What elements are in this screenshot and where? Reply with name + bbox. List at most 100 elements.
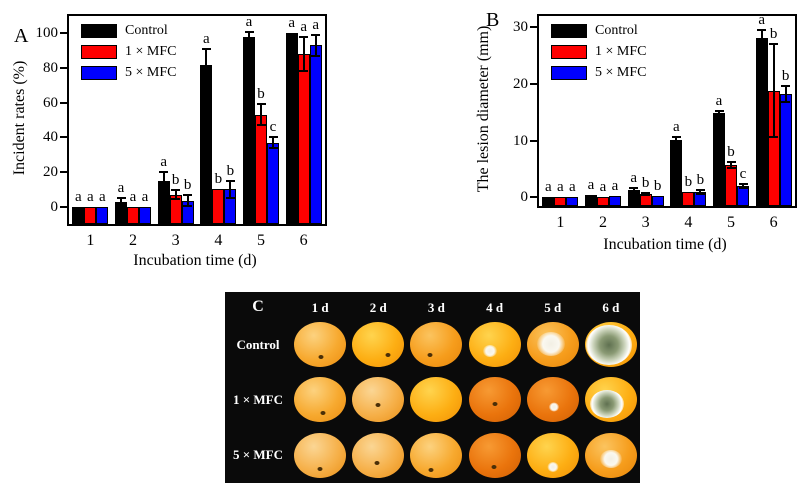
- orange-photo-1-mfc-day-4: [468, 377, 521, 423]
- column-header-1-d: 1 d: [311, 300, 329, 315]
- error-bar-cap: [268, 136, 278, 139]
- mold-spot: [585, 324, 632, 365]
- legend: Control 1 × MFC 5 × MFC: [551, 24, 646, 80]
- row-label-control: Control: [236, 336, 280, 352]
- error-bar-cap: [641, 193, 651, 196]
- orange-photo-control-day-5: [526, 322, 579, 368]
- legend-item-5-mfc: 5 × MFC: [551, 66, 646, 80]
- mold-spot: [589, 390, 624, 419]
- significance-letter: b: [727, 144, 735, 161]
- legend-item-1-mfc: 1 × MFC: [81, 45, 176, 59]
- panel-b-plot-area: 0 10 20 30 1 a a a 2 a a a 3 a b b 4 a b b 5 a b c 6 a b b Control 1 …: [513, 12, 797, 231]
- significance-letter: a: [160, 154, 167, 170]
- legend-item-control: Control: [81, 24, 176, 38]
- panel-c-letter: C: [252, 298, 264, 315]
- significance-letter: a: [141, 188, 149, 205]
- error-bar: [186, 195, 189, 206]
- y-tick-label: 0: [50, 198, 59, 215]
- photo-cell: [349, 372, 407, 427]
- significance-letter: b: [226, 162, 235, 179]
- bar-control: [755, 37, 768, 206]
- panel-a-y-axis-title: Incident rates (%): [11, 60, 28, 176]
- significance-letter: a: [300, 18, 307, 35]
- legend-label: 5 × MFC: [125, 65, 177, 80]
- mold-spot: [599, 449, 622, 468]
- significance-letter: a: [117, 180, 125, 196]
- y-tick: [60, 171, 67, 173]
- photo-cell: [524, 317, 582, 372]
- error-bar-cap: [244, 30, 254, 33]
- orange-photo-1-mfc-day-5: [526, 377, 579, 423]
- error-bar-cap: [244, 41, 254, 43]
- error-bar-cap: [769, 136, 779, 139]
- x-tick-label: 2: [129, 232, 137, 249]
- photo-cell: [466, 428, 524, 483]
- y-tick: [530, 26, 537, 29]
- photo-cell: [291, 372, 349, 427]
- error-bar-cap: [641, 192, 651, 195]
- error-bar: [632, 188, 635, 192]
- row-label-1-mfc: 1 × MFC: [232, 391, 283, 407]
- bar-5-mfc: [737, 186, 749, 206]
- error-bar-cap: [268, 146, 278, 149]
- error-bar-cap: [671, 142, 681, 145]
- error-bar: [248, 31, 250, 42]
- error-bar: [742, 184, 744, 188]
- y-tick: [60, 32, 67, 35]
- bar-control: [200, 64, 213, 224]
- photo-cell: [291, 317, 349, 372]
- significance-letter: a: [202, 30, 210, 47]
- navel-mark: [320, 411, 326, 416]
- bar-5-mfc: [609, 196, 621, 206]
- navel-mark: [375, 403, 381, 408]
- orange-photo-1-mfc-day-1: [294, 377, 347, 423]
- bar-5-mfc: [779, 94, 792, 206]
- orange-photo-5-mfc-day-5: [526, 432, 579, 478]
- bar-1-mfc: [597, 196, 609, 206]
- column-header-3-d: 3 d: [427, 300, 445, 315]
- error-bar-cap: [183, 194, 193, 197]
- error-bar-cap: [256, 124, 266, 127]
- y-tick-label: 60: [43, 94, 58, 111]
- legend-swatch-control: [81, 24, 117, 38]
- legend-swatch-5-mfc: [81, 66, 117, 80]
- error-bar: [260, 104, 262, 126]
- legend-swatch-1-mfc: [81, 45, 117, 59]
- photo-cell: [291, 428, 349, 483]
- photo-cell: [466, 372, 524, 427]
- error-bar: [120, 198, 122, 207]
- bar-1-mfc: [297, 54, 310, 224]
- error-bar-cap: [299, 35, 309, 38]
- error-bar: [772, 44, 775, 138]
- panel-b-x-axis-title: Incubation time (d): [603, 236, 727, 253]
- orange-photo-5-mfc-day-2: [352, 432, 405, 478]
- error-bar: [699, 189, 702, 195]
- x-tick-label: 6: [299, 232, 308, 249]
- error-bar: [784, 86, 787, 103]
- error-bar-cap: [225, 179, 235, 182]
- legend-item-5-mfc: 5 × MFC: [81, 66, 176, 80]
- bar-5-mfc: [651, 195, 664, 206]
- error-bar-cap: [183, 204, 193, 207]
- error-bar-cap: [714, 114, 724, 117]
- error-bar-cap: [695, 188, 705, 191]
- y-tick: [60, 205, 67, 208]
- error-bar: [205, 48, 208, 81]
- y-tick: [60, 67, 67, 69]
- error-bar: [229, 180, 232, 198]
- y-tick-label: 20: [513, 76, 528, 93]
- orange-photo-1-mfc-day-3: [410, 377, 463, 423]
- error-bar: [174, 190, 177, 199]
- error-bar-cap: [256, 103, 266, 106]
- legend-label: 1 × MFC: [595, 44, 647, 59]
- bar-control: [585, 194, 597, 206]
- error-bar: [718, 110, 720, 116]
- chart-panel-b: B The lesion diameter (mm) 0 10 20 30 1 a a a 2 a…: [470, 0, 800, 265]
- bar-1-mfc: [212, 189, 225, 224]
- error-bar-cap: [159, 171, 169, 173]
- legend-swatch-control: [551, 24, 587, 38]
- orange-photo-5-mfc-day-1: [294, 432, 347, 478]
- x-tick-label: 5: [727, 214, 735, 231]
- y-tick-label: 40: [43, 129, 58, 146]
